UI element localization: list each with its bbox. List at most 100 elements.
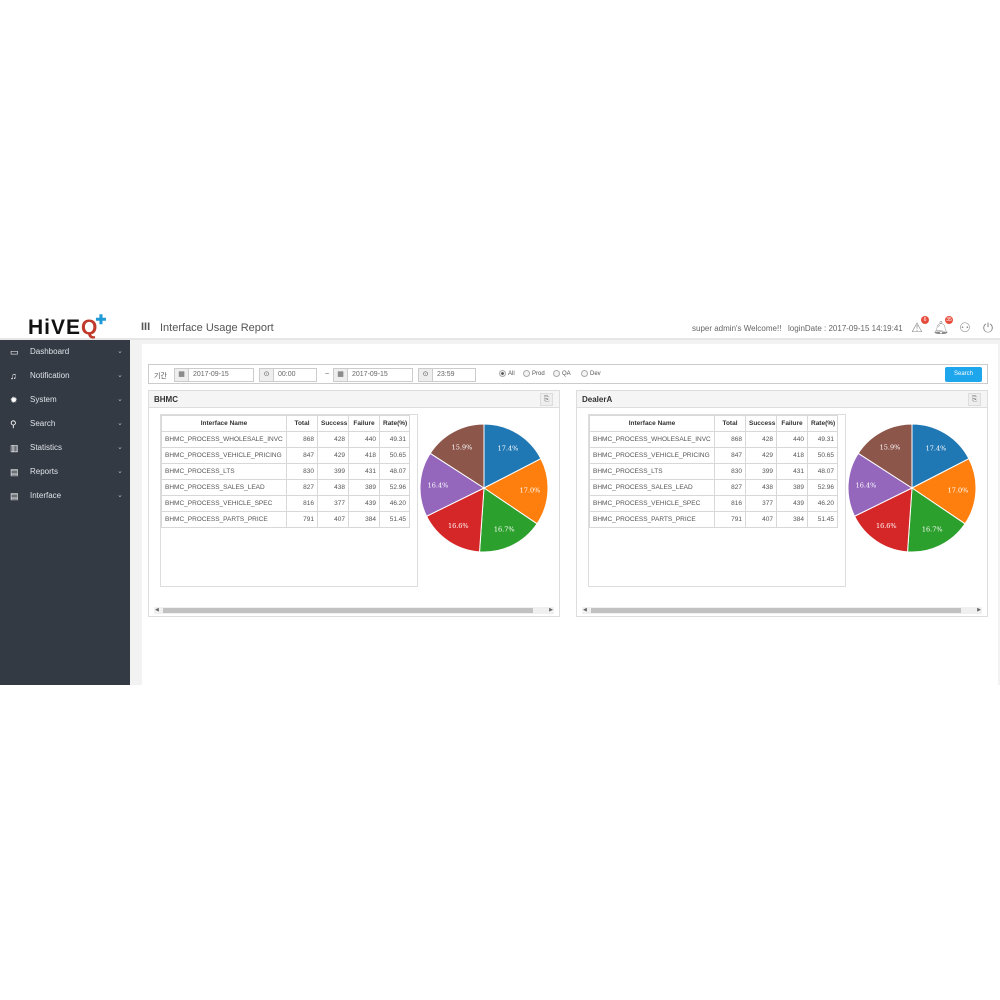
column-header[interactable]: Rate(%)	[379, 415, 410, 432]
table-row[interactable]: BHMC_PROCESS_VEHICLE_SPEC 816 377 439 46.20	[161, 495, 410, 512]
table-row[interactable]: BHMC_PROCESS_WHOLESALE_INVC 868 428 440 49.3…	[589, 431, 838, 448]
column-header[interactable]: Failure	[348, 415, 380, 432]
table-cell: 49.31	[379, 431, 410, 448]
table-cell: 428	[317, 431, 349, 448]
column-header[interactable]: Total	[286, 415, 318, 432]
pie-slice[interactable]	[857, 423, 913, 489]
clock-icon: ⊙	[419, 369, 433, 381]
chevron-down-icon: ⌄	[117, 444, 123, 451]
env-radio-prod[interactable]: Prod	[523, 370, 545, 377]
notification-badge: 35	[945, 316, 953, 324]
table-cell: 847	[714, 447, 746, 464]
panel-title: BHMC	[149, 391, 559, 408]
pie-slice[interactable]	[425, 487, 485, 553]
radio-label: Prod	[532, 371, 545, 378]
horizontal-scrollbar[interactable]: ◀ ▶	[582, 607, 982, 614]
logout-button[interactable]: ⏻	[979, 319, 997, 337]
radio-button[interactable]	[553, 370, 560, 377]
table-cell: 847	[286, 447, 318, 464]
column-header[interactable]: Failure	[776, 415, 808, 432]
table-row[interactable]: BHMC_PROCESS_SALES_LEAD 827 438 389 52.96	[589, 479, 838, 496]
radio-button[interactable]	[499, 370, 506, 377]
pie-slice[interactable]	[911, 423, 970, 489]
horizontal-scrollbar[interactable]: ◀ ▶	[154, 607, 554, 614]
env-radio-qa[interactable]: QA	[553, 370, 571, 377]
env-radio-dev[interactable]: Dev	[581, 370, 601, 377]
pie-slice[interactable]	[419, 452, 486, 517]
sidebar-item-reports[interactable]: ▤ Reports ⌄	[0, 460, 130, 484]
start-date-input[interactable]: ▦ 2017-09-15	[174, 368, 254, 382]
scrollbar-thumb[interactable]	[163, 608, 533, 613]
table-cell: 377	[317, 495, 349, 512]
notification-button[interactable]: 🔔︎ 35	[932, 316, 953, 337]
data-table: Interface Name Total Success Failure Rate(%)…	[161, 415, 410, 528]
table-cell: 429	[745, 447, 777, 464]
table-cell: 48.07	[807, 463, 838, 480]
pie-slice-label: 17.0%	[520, 487, 541, 495]
pie-chart: 17.4% 17.0% 16.7% 16.6% 16.4% 15.9%	[419, 423, 549, 553]
chevron-down-icon: ⌄	[117, 348, 123, 355]
table-row[interactable]: BHMC_PROCESS_LTS 830 399 431 48.07	[161, 463, 410, 480]
table-row[interactable]: BHMC_PROCESS_SALES_LEAD 827 438 389 52.96	[161, 479, 410, 496]
pie-slice[interactable]	[853, 487, 913, 553]
sidebar-item-search[interactable]: ⚲ Search ⌄	[0, 412, 130, 436]
pie-slice[interactable]	[483, 458, 549, 525]
table-cell: 418	[776, 447, 808, 464]
table-cell: BHMC_PROCESS_VEHICLE_SPEC	[161, 495, 287, 512]
table-row[interactable]: BHMC_PROCESS_PARTS_PRICE 791 407 384 51.45	[161, 511, 410, 528]
pie-slice[interactable]	[483, 423, 542, 489]
table-cell: 428	[745, 431, 777, 448]
column-header[interactable]: Rate(%)	[807, 415, 838, 432]
table-cell: 384	[348, 511, 380, 528]
start-time-input[interactable]: ⊙ 00:00	[259, 368, 317, 382]
alert-button[interactable]: ⚠ 6	[908, 316, 929, 337]
search-button[interactable]: Search	[945, 367, 982, 382]
column-header[interactable]: Success	[317, 415, 349, 432]
scrollbar-thumb[interactable]	[591, 608, 961, 613]
chevron-down-icon: ⌄	[117, 468, 123, 475]
pie-slice-label: 16.7%	[494, 525, 515, 533]
sidebar-item-notification[interactable]: ♫ Notification ⌄	[0, 364, 130, 388]
scroll-left-icon[interactable]: ◀	[155, 607, 159, 613]
pie-slice[interactable]	[906, 487, 966, 553]
scroll-right-icon[interactable]: ▶	[549, 607, 553, 613]
scroll-left-icon[interactable]: ◀	[583, 607, 587, 613]
table-row[interactable]: BHMC_PROCESS_VEHICLE_PRICING 847 429 418 50.…	[161, 447, 410, 464]
column-header[interactable]: Interface Name	[589, 415, 715, 432]
pie-slice[interactable]	[911, 458, 977, 525]
pie-slice[interactable]	[478, 487, 538, 553]
table-container: Interface Name Total Success Failure Rate(%)…	[160, 414, 418, 587]
table-cell: 830	[286, 463, 318, 480]
table-row[interactable]: BHMC_PROCESS_WHOLESALE_INVC 868 428 440 49.3…	[161, 431, 410, 448]
column-header[interactable]: Total	[714, 415, 746, 432]
radio-button[interactable]	[523, 370, 530, 377]
export-button[interactable]: ⎘	[540, 393, 553, 406]
top-bar: HiVEQ ✚ III Interface Usage Report super …	[0, 312, 1000, 340]
table-row[interactable]: BHMC_PROCESS_LTS 830 399 431 48.07	[589, 463, 838, 480]
column-header[interactable]: Interface Name	[161, 415, 287, 432]
sidebar: ▭ Dashboard ⌄ ♫ Notification ⌄ ✹ System ⌄ ⚲ Search…	[0, 340, 130, 685]
table-row[interactable]: BHMC_PROCESS_PARTS_PRICE 791 407 384 51.45	[589, 511, 838, 528]
sidebar-item-statistics[interactable]: ▥ Statistics ⌄	[0, 436, 130, 460]
sidebar-item-dashboard[interactable]: ▭ Dashboard ⌄	[0, 340, 130, 364]
export-button[interactable]: ⎘	[968, 393, 981, 406]
pie-slice[interactable]	[847, 452, 914, 517]
end-date-input[interactable]: ▦ 2017-09-15	[333, 368, 413, 382]
env-radio-all[interactable]: All	[499, 370, 515, 377]
menu-toggle-icon[interactable]: III	[141, 321, 151, 333]
table-row[interactable]: BHMC_PROCESS_VEHICLE_PRICING 847 429 418 50.…	[589, 447, 838, 464]
scroll-right-icon[interactable]: ▶	[977, 607, 981, 613]
radio-button[interactable]	[581, 370, 588, 377]
logo[interactable]: HiVEQ ✚	[28, 312, 108, 339]
table-row[interactable]: BHMC_PROCESS_VEHICLE_SPEC 816 377 439 46.20	[589, 495, 838, 512]
column-header[interactable]: Success	[745, 415, 777, 432]
sidebar-item-system[interactable]: ✹ System ⌄	[0, 388, 130, 412]
sidebar-item-label: Notification	[30, 371, 70, 380]
end-time-input[interactable]: ⊙ 23:59	[418, 368, 476, 382]
sidebar-item-interface[interactable]: ▤ Interface ⌄	[0, 484, 130, 508]
pie-slice[interactable]	[429, 423, 485, 489]
user-button[interactable]: ⚇	[956, 319, 974, 337]
table-cell: 438	[745, 479, 777, 496]
table-cell: 384	[776, 511, 808, 528]
sidebar-item-label: Dashboard	[30, 347, 70, 356]
